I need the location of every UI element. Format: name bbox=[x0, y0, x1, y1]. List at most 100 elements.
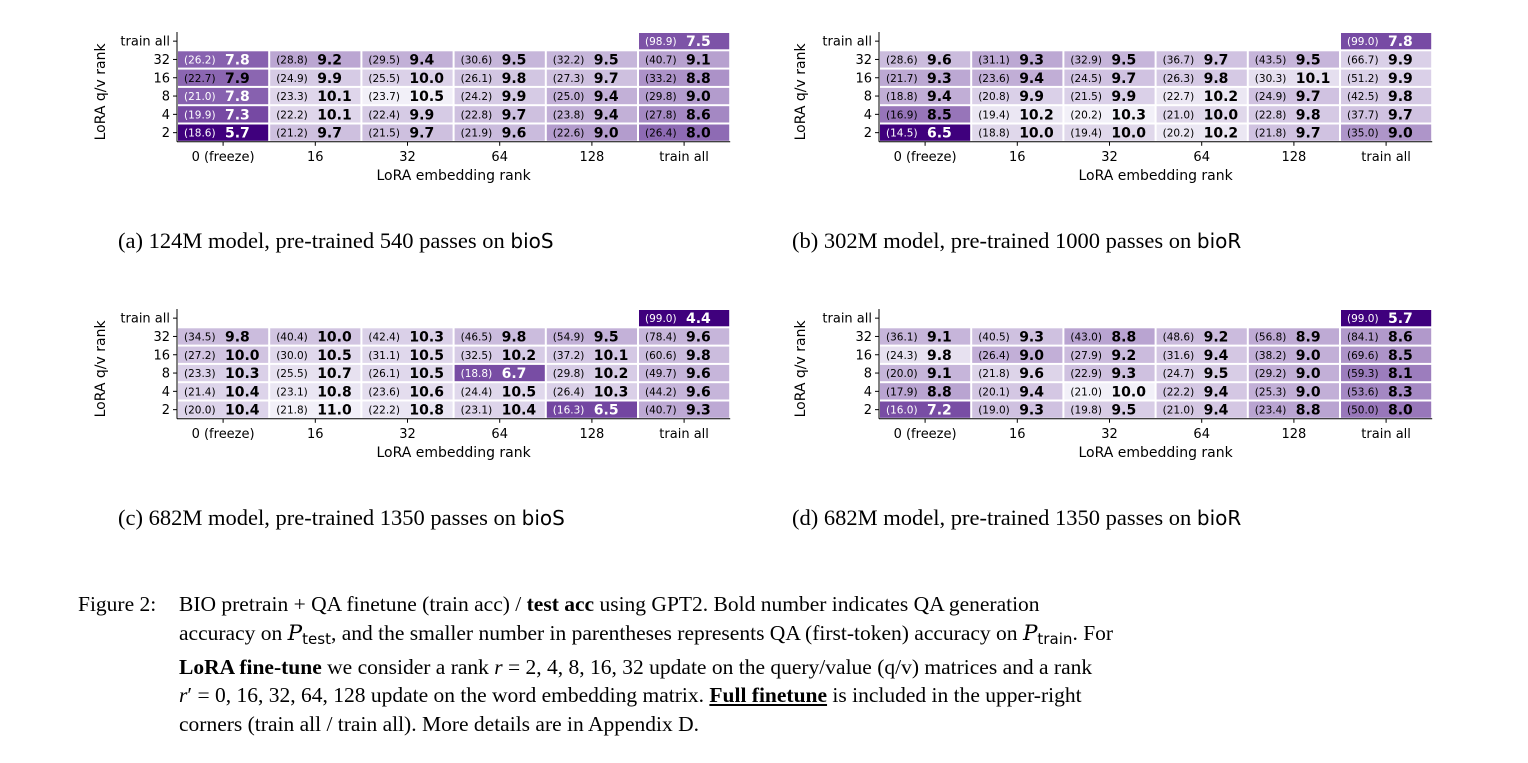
y-axis-label: LoRA q/v rank bbox=[93, 320, 109, 418]
cell-test-acc: 9.3 bbox=[686, 403, 711, 419]
subcaption-a-dataset: bioS bbox=[510, 229, 554, 253]
heatmap-cell bbox=[454, 124, 545, 141]
heatmap-cell bbox=[362, 106, 453, 123]
cell-test-acc: 9.4 bbox=[1204, 348, 1229, 364]
y-tick-label: 16 bbox=[855, 71, 872, 86]
cell-train-acc: (23.6) bbox=[978, 73, 1010, 85]
cell-train-acc: (27.3) bbox=[553, 73, 585, 85]
cell-test-acc: 6.7 bbox=[502, 366, 527, 382]
cell-test-acc: 9.8 bbox=[502, 329, 527, 345]
cell-train-acc: (20.8) bbox=[978, 91, 1010, 103]
cell-test-acc: 9.6 bbox=[502, 126, 527, 142]
cell-train-acc: (32.2) bbox=[553, 54, 585, 66]
caption-text: we consider a rank bbox=[321, 654, 495, 679]
heatmap-cell bbox=[270, 383, 361, 400]
cell-train-acc: (31.6) bbox=[1163, 350, 1195, 362]
y-tick-label: 32 bbox=[855, 53, 872, 68]
cell-test-acc: 8.8 bbox=[1296, 403, 1321, 419]
caption-text: . For bbox=[1072, 620, 1114, 645]
cell-train-acc: (19.4) bbox=[978, 109, 1010, 121]
x-tick-label: train all bbox=[1361, 427, 1411, 442]
y-tick-label: 32 bbox=[855, 330, 872, 345]
cell-test-acc: 9.0 bbox=[1019, 348, 1044, 364]
heatmap-cell bbox=[972, 106, 1063, 123]
cell-test-acc: 9.7 bbox=[1296, 89, 1321, 105]
cell-train-acc: (23.1) bbox=[276, 386, 308, 398]
caption-text: corners (train all / train all). More de… bbox=[179, 711, 700, 736]
cell-train-acc: (14.5) bbox=[886, 128, 918, 140]
cell-train-acc: (54.9) bbox=[553, 331, 585, 343]
cell-test-acc: 10.4 bbox=[225, 384, 260, 400]
cell-test-acc: 10.5 bbox=[409, 366, 444, 382]
cell-train-acc: (18.6) bbox=[184, 128, 216, 140]
cell-test-acc: 8.8 bbox=[686, 71, 711, 87]
heatmap-cell bbox=[362, 87, 453, 105]
cell-train-acc: (66.7) bbox=[1347, 54, 1379, 66]
heatmap-cell bbox=[639, 383, 730, 400]
heatmap-cell bbox=[880, 51, 971, 68]
cell-test-acc: 9.9 bbox=[1388, 52, 1413, 68]
heatmap-cell bbox=[270, 328, 361, 345]
cell-train-acc: (34.5) bbox=[184, 331, 216, 343]
heatmap-cell bbox=[880, 383, 971, 400]
cell-train-acc: (30.0) bbox=[276, 350, 308, 362]
cell-train-acc: (21.9) bbox=[461, 128, 493, 140]
y-axis-label: LoRA q/v rank bbox=[793, 43, 809, 141]
caption-underlined-full-finetune: Full finetune bbox=[709, 683, 828, 708]
heatmap-cell bbox=[880, 124, 971, 141]
cell-train-acc: (20.2) bbox=[1163, 128, 1195, 140]
subcaption-d: (d) 682M model, pre-trained 1350 passes … bbox=[792, 505, 1241, 531]
heatmap-cell bbox=[972, 51, 1063, 68]
cell-test-acc: 10.0 bbox=[225, 348, 260, 364]
caption-text: ′ = 0, 16, 32, 64, 128 update on the wor… bbox=[187, 683, 710, 708]
x-tick-label: 0 (freeze) bbox=[192, 150, 255, 165]
cell-train-acc: (21.0) bbox=[1163, 109, 1195, 121]
heatmap-cell bbox=[972, 401, 1063, 418]
x-tick-label: 16 bbox=[1009, 150, 1026, 165]
cell-test-acc: 9.7 bbox=[1388, 107, 1413, 123]
caption-text: is included in the upper-right bbox=[827, 683, 1082, 708]
cell-train-acc: (56.8) bbox=[1255, 331, 1287, 343]
heatmap-cell bbox=[1341, 310, 1432, 327]
cell-train-acc: (21.5) bbox=[1070, 91, 1102, 103]
cell-test-acc: 9.5 bbox=[502, 52, 527, 68]
heatmap-cell bbox=[1064, 383, 1155, 400]
heatmap-cell bbox=[972, 124, 1063, 141]
cell-test-acc: 9.4 bbox=[409, 52, 434, 68]
heatmap-cell bbox=[639, 69, 730, 86]
heatmap-cell bbox=[546, 106, 637, 123]
cell-test-acc: 9.0 bbox=[594, 126, 619, 142]
heatmap-cell bbox=[1248, 124, 1339, 141]
heatmap-cell bbox=[880, 401, 971, 418]
y-tick-label: 4 bbox=[864, 108, 872, 123]
cell-test-acc: 8.8 bbox=[1111, 329, 1136, 345]
cell-test-acc: 9.4 bbox=[594, 89, 619, 105]
cell-test-acc: 8.1 bbox=[1388, 366, 1413, 382]
y-tick-label: 2 bbox=[864, 403, 872, 418]
cell-test-acc: 7.5 bbox=[686, 34, 711, 50]
cell-test-acc: 10.5 bbox=[409, 348, 444, 364]
heatmap-cell bbox=[972, 383, 1063, 400]
cell-test-acc: 10.2 bbox=[1204, 126, 1239, 142]
caption-sub-test: test bbox=[302, 629, 331, 648]
cell-train-acc: (99.0) bbox=[645, 313, 677, 325]
y-tick-label: 32 bbox=[153, 330, 170, 345]
y-tick-label: 2 bbox=[864, 126, 872, 141]
y-axis-label: LoRA q/v rank bbox=[793, 320, 809, 418]
cell-train-acc: (25.5) bbox=[368, 73, 400, 85]
cell-train-acc: (23.3) bbox=[276, 91, 308, 103]
heatmap-cell bbox=[178, 69, 269, 86]
cell-test-acc: 9.4 bbox=[927, 89, 952, 105]
cell-test-acc: 9.0 bbox=[1296, 384, 1321, 400]
cell-test-acc: 5.7 bbox=[225, 126, 250, 142]
subcaption-d-dataset: bioR bbox=[1196, 506, 1242, 530]
cell-train-acc: (23.6) bbox=[368, 386, 400, 398]
heatmap-cell bbox=[546, 69, 637, 86]
heatmap-cell bbox=[1248, 87, 1339, 105]
cell-test-acc: 7.8 bbox=[1388, 34, 1413, 50]
cell-test-acc: 9.9 bbox=[1019, 89, 1044, 105]
cell-train-acc: (26.3) bbox=[1163, 73, 1195, 85]
heatmap-cell bbox=[1341, 328, 1432, 345]
heatmap-cell bbox=[1248, 106, 1339, 123]
cell-train-acc: (21.0) bbox=[1163, 405, 1195, 417]
